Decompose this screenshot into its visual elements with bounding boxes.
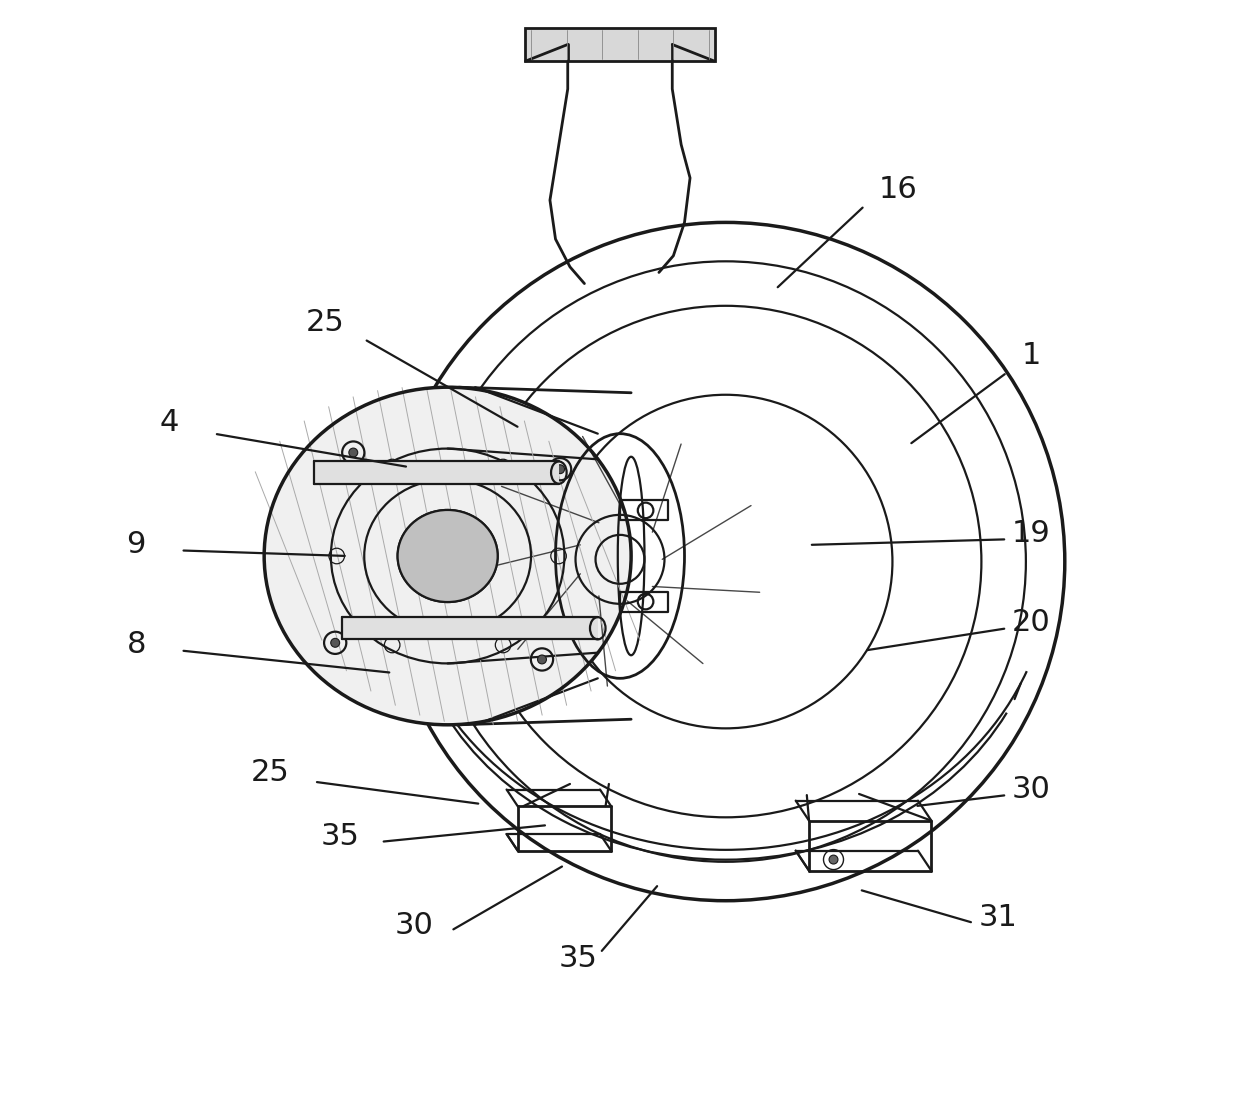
Polygon shape <box>459 387 631 725</box>
Polygon shape <box>342 617 598 639</box>
Text: 30: 30 <box>1012 775 1050 804</box>
Text: 30: 30 <box>394 911 434 940</box>
Circle shape <box>538 655 547 664</box>
Ellipse shape <box>264 387 631 725</box>
Text: 25: 25 <box>306 308 345 337</box>
Text: 16: 16 <box>879 175 918 203</box>
Polygon shape <box>551 44 689 284</box>
Polygon shape <box>526 28 714 61</box>
Circle shape <box>556 465 564 474</box>
Text: 35: 35 <box>320 822 360 851</box>
Text: 20: 20 <box>1012 608 1050 637</box>
Text: 25: 25 <box>250 758 289 787</box>
Ellipse shape <box>398 510 497 602</box>
Ellipse shape <box>387 222 1065 901</box>
Text: 31: 31 <box>978 903 1018 932</box>
Text: 4: 4 <box>160 408 180 437</box>
Text: 35: 35 <box>558 944 598 973</box>
Circle shape <box>331 638 340 647</box>
Circle shape <box>830 855 838 864</box>
Text: 9: 9 <box>126 530 146 559</box>
Circle shape <box>348 448 357 457</box>
Text: 1: 1 <box>1022 341 1042 370</box>
Text: 8: 8 <box>126 631 146 659</box>
Polygon shape <box>314 461 559 484</box>
Text: 19: 19 <box>1012 519 1050 548</box>
